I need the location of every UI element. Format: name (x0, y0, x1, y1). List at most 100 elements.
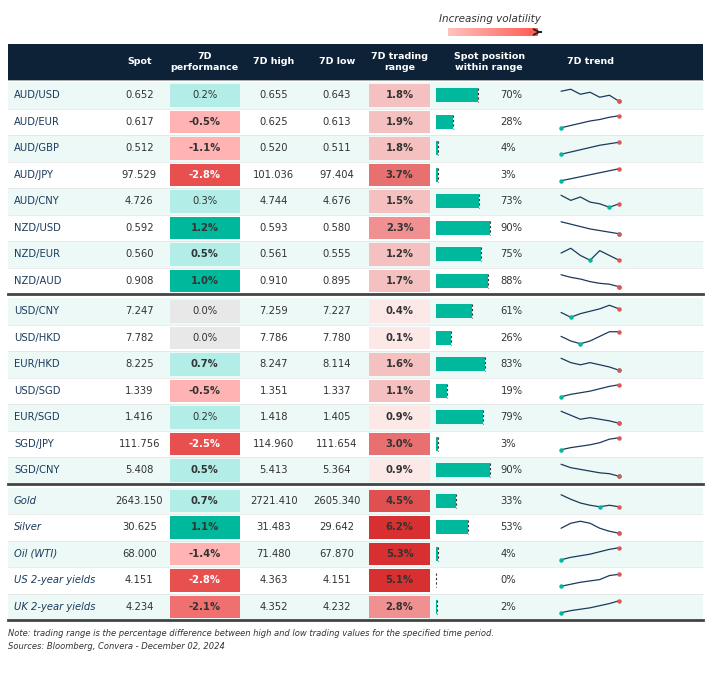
Text: 0.5%: 0.5% (191, 249, 218, 259)
Text: 0.625: 0.625 (260, 117, 288, 127)
Text: 68.000: 68.000 (122, 549, 156, 559)
Bar (511, 28, 514, 36)
Text: 4.151: 4.151 (322, 575, 351, 585)
Bar (436, 168, 438, 181)
Bar (170, 353, 240, 375)
Text: 0.520: 0.520 (260, 144, 288, 153)
Text: 4.744: 4.744 (260, 196, 288, 206)
Bar (369, 216, 430, 239)
Text: 8.225: 8.225 (125, 359, 154, 370)
Text: 0.592: 0.592 (125, 223, 154, 232)
Text: NZD/EUR: NZD/EUR (14, 249, 60, 259)
Text: 7.259: 7.259 (260, 307, 288, 316)
Bar (170, 379, 240, 402)
Text: Increasing volatility: Increasing volatility (439, 14, 541, 24)
Text: 2605.340: 2605.340 (313, 496, 360, 505)
Bar (478, 28, 481, 36)
Bar (496, 28, 499, 36)
Text: 3%: 3% (501, 439, 516, 449)
Bar (436, 141, 439, 155)
Text: 1.0%: 1.0% (191, 276, 219, 286)
Text: 97.529: 97.529 (122, 170, 157, 180)
Text: 4.726: 4.726 (125, 196, 154, 206)
Text: 67.870: 67.870 (319, 549, 354, 559)
Bar (369, 596, 430, 618)
Text: 1.2%: 1.2% (385, 249, 414, 259)
Text: 90%: 90% (501, 466, 523, 475)
Text: 0.593: 0.593 (260, 223, 288, 232)
Text: 1.339: 1.339 (125, 386, 154, 396)
Bar (170, 164, 240, 186)
Bar (451, 28, 454, 36)
Text: 0.580: 0.580 (323, 223, 351, 232)
Text: 7D low: 7D low (319, 57, 355, 66)
Text: 0.9%: 0.9% (386, 466, 414, 475)
Text: 101.036: 101.036 (253, 170, 294, 180)
Text: 0.895: 0.895 (323, 276, 351, 286)
Bar (535, 28, 538, 36)
Text: 3.7%: 3.7% (386, 170, 414, 180)
Text: 1.6%: 1.6% (385, 359, 414, 370)
Text: 53%: 53% (501, 522, 523, 532)
Text: 111.654: 111.654 (316, 439, 358, 449)
Text: 0.512: 0.512 (125, 144, 154, 153)
Text: -1.4%: -1.4% (188, 549, 221, 559)
Text: 0.0%: 0.0% (192, 332, 218, 343)
Bar (170, 111, 240, 133)
Text: AUD/CNY: AUD/CNY (14, 196, 60, 206)
Text: 3%: 3% (501, 170, 516, 180)
Text: 26%: 26% (501, 332, 523, 343)
Text: 31.483: 31.483 (257, 522, 291, 532)
Text: 8.247: 8.247 (260, 359, 288, 370)
Bar (517, 28, 520, 36)
Text: 3.0%: 3.0% (386, 439, 414, 449)
Text: 0.555: 0.555 (322, 249, 351, 259)
Text: USD/SGD: USD/SGD (14, 386, 60, 396)
Bar (369, 111, 430, 133)
Text: US 2-year yields: US 2-year yields (14, 575, 95, 585)
Text: 88%: 88% (501, 276, 523, 286)
Bar (436, 115, 453, 129)
Bar (523, 28, 526, 36)
Bar (8, 267, 703, 294)
Bar (170, 489, 240, 512)
Bar (8, 404, 703, 430)
Text: 0.561: 0.561 (260, 249, 288, 259)
Bar (8, 514, 703, 540)
Text: 1.405: 1.405 (323, 412, 351, 422)
Text: 0.2%: 0.2% (192, 412, 218, 422)
Text: EUR/HKD: EUR/HKD (14, 359, 60, 370)
Bar (436, 304, 472, 318)
Text: Note: trading range is the percentage difference between high and low trading va: Note: trading range is the percentage di… (8, 629, 494, 638)
Text: 79%: 79% (501, 412, 523, 422)
Text: Spot: Spot (127, 57, 151, 66)
Text: 0.617: 0.617 (125, 117, 154, 127)
Text: AUD/JPY: AUD/JPY (14, 170, 54, 180)
Bar (369, 137, 430, 160)
Bar (8, 540, 703, 567)
Text: 0.652: 0.652 (125, 90, 154, 100)
Text: 1.416: 1.416 (125, 412, 154, 422)
Bar (436, 195, 479, 208)
Text: 4.676: 4.676 (322, 196, 351, 206)
Bar (436, 494, 456, 508)
Bar (436, 88, 478, 102)
Bar (8, 351, 703, 377)
Text: Gold: Gold (14, 496, 37, 505)
Text: EUR/SGD: EUR/SGD (14, 412, 60, 422)
Text: 1.8%: 1.8% (385, 90, 414, 100)
Bar (369, 569, 430, 591)
Text: AUD/GBP: AUD/GBP (14, 144, 60, 153)
Bar (436, 410, 483, 424)
Bar (8, 162, 703, 188)
Bar (493, 28, 496, 36)
Bar (484, 28, 487, 36)
Text: -0.5%: -0.5% (188, 386, 220, 396)
Bar (457, 28, 460, 36)
Bar (8, 487, 703, 514)
Bar (8, 82, 703, 108)
Bar (8, 457, 703, 484)
Bar (369, 433, 430, 455)
Text: 0.511: 0.511 (322, 144, 351, 153)
Text: 0.7%: 0.7% (191, 359, 218, 370)
